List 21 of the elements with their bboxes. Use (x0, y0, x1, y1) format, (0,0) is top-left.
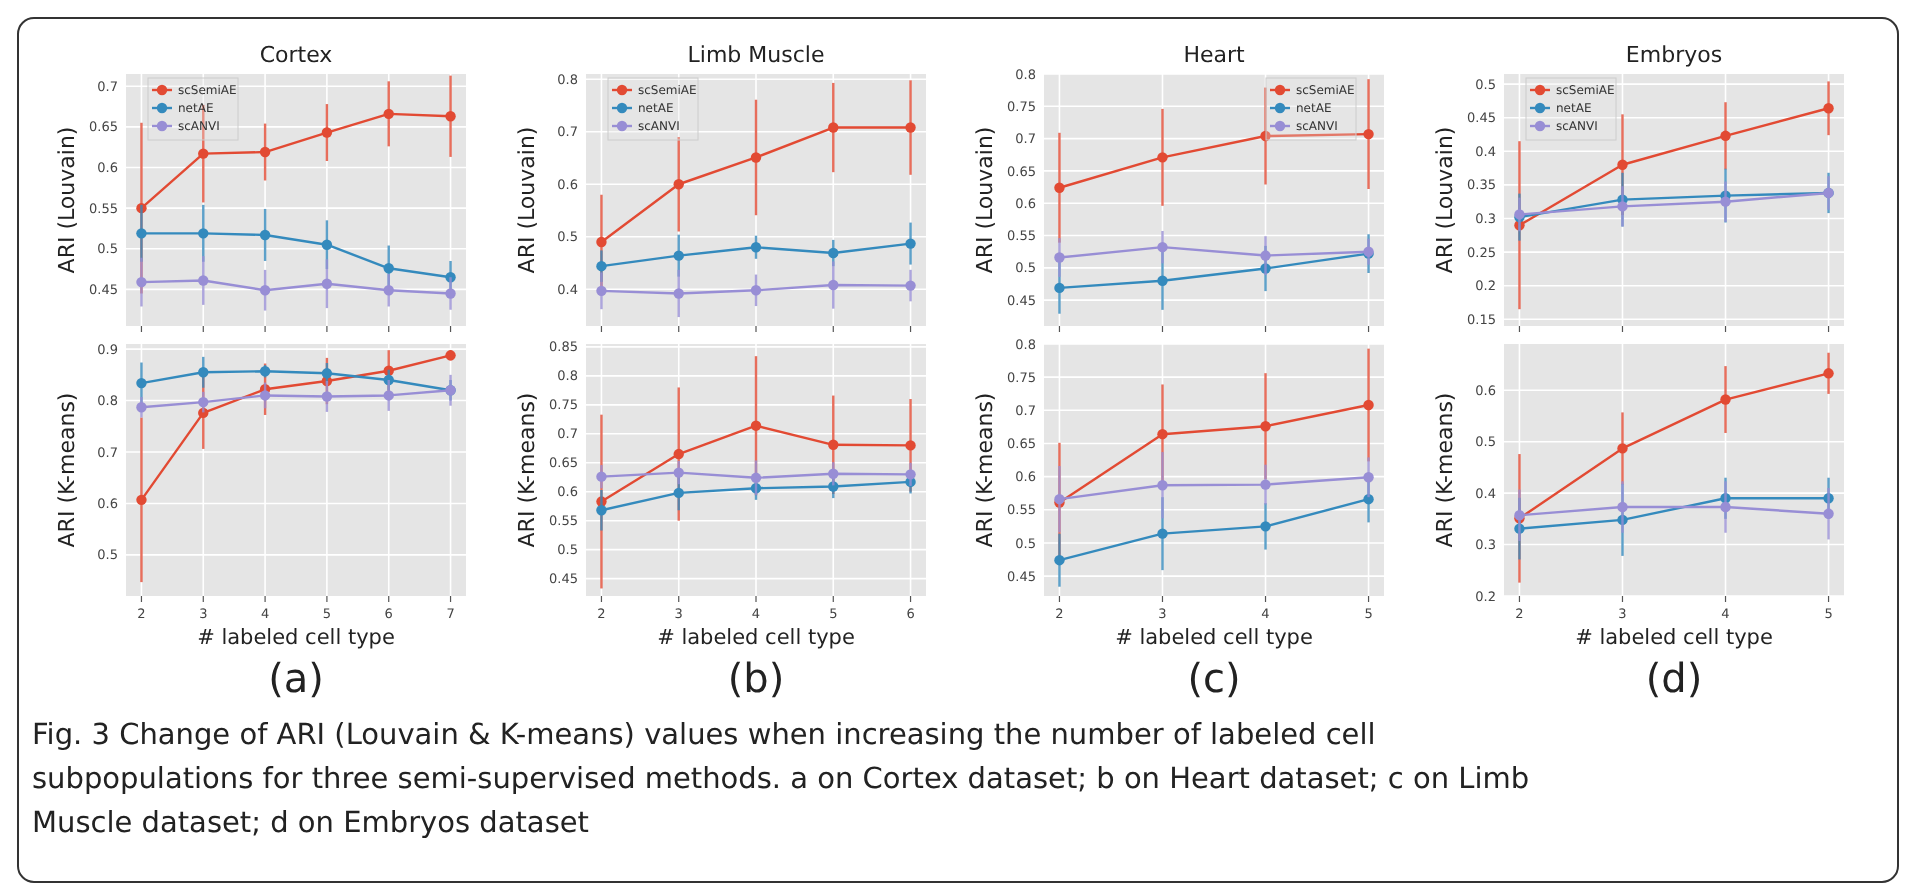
y-axis-title: ARI (K-means) (54, 392, 80, 548)
text: (b) (727, 654, 785, 702)
y-axis-title: ARI (Louvain) (1432, 126, 1458, 274)
chart-title: Cortex (259, 42, 334, 68)
x-axis-title: # labeled cell type (197, 626, 395, 650)
x-axis-title: # labeled cell type (657, 626, 855, 650)
y-axis-title: ARI (K-means) (514, 392, 540, 548)
y-axis-title: ARI (K-means) (1432, 392, 1458, 548)
text: (d) (1645, 654, 1703, 702)
text: (a) (268, 654, 324, 702)
chart-title: Heart (1183, 42, 1246, 68)
text: (c) (1187, 654, 1241, 702)
y-axis-title: ARI (K-means) (972, 392, 998, 548)
chart-title: Limb Muscle (687, 42, 825, 68)
chart-title: Embryos (1625, 42, 1723, 68)
x-axis-title: # labeled cell type (1575, 626, 1773, 650)
y-axis-title: ARI (Louvain) (514, 126, 540, 274)
y-axis-title: ARI (Louvain) (54, 126, 80, 274)
x-axis-title: # labeled cell type (1115, 626, 1313, 650)
y-axis-title: ARI (Louvain) (972, 126, 998, 274)
caption: Fig. 3 Change of ARI (Louvain & K-means) values when increasing the number of labeled cell subpopulations for three semi-supervised methods. a on Cortex dataset; b on Heart dataset; c on Limb Muscle dataset; d on Embryos dataset (32, 720, 1530, 840)
